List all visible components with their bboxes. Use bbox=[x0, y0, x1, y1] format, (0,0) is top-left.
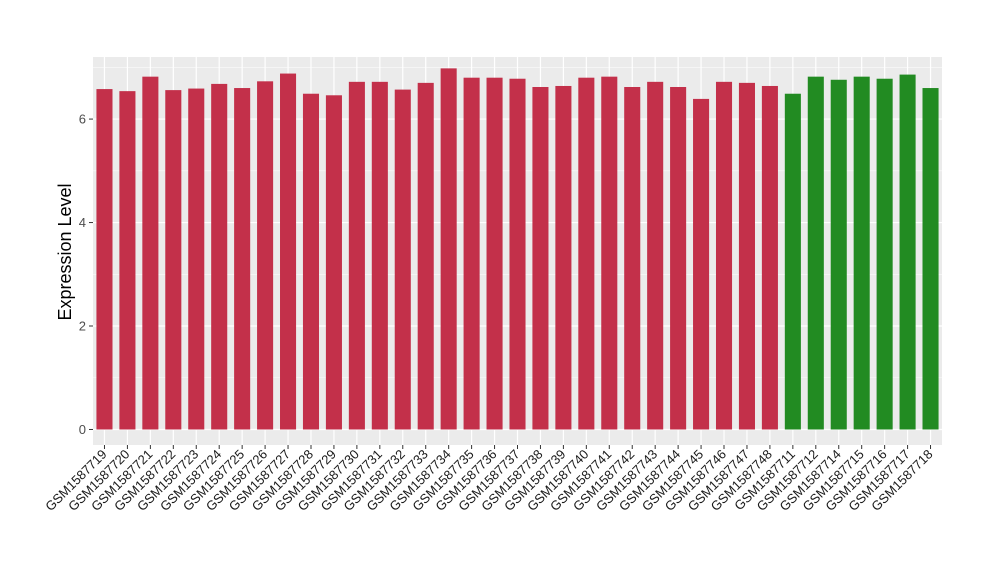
y-tick-label: 2 bbox=[79, 319, 86, 334]
bar-GSM1587742 bbox=[624, 87, 641, 430]
bar-GSM1587714 bbox=[830, 79, 847, 430]
y-axis-label: Expression Level bbox=[55, 183, 75, 320]
y-axis: 0 2 4 6 bbox=[79, 112, 93, 437]
bar-GSM1587746 bbox=[715, 81, 733, 430]
bar-GSM1587726 bbox=[257, 81, 274, 430]
bar-GSM1587731 bbox=[371, 81, 388, 430]
bar-GSM1587730 bbox=[348, 81, 365, 430]
bar-GSM1587725 bbox=[234, 88, 251, 430]
bar-GSM1587712 bbox=[807, 76, 824, 430]
bar-GSM1587729 bbox=[325, 95, 342, 430]
bar-GSM1587721 bbox=[142, 76, 159, 430]
bar-GSM1587736 bbox=[486, 77, 503, 430]
bar-GSM1587711 bbox=[784, 93, 801, 430]
bar-GSM1587716 bbox=[876, 78, 893, 430]
bar-GSM1587745 bbox=[693, 98, 710, 430]
bar-GSM1587740 bbox=[578, 77, 595, 430]
bar-GSM1587727 bbox=[280, 73, 297, 430]
bar-GSM1587724 bbox=[211, 83, 228, 430]
y-tick-label: 0 bbox=[79, 422, 86, 437]
bar-GSM1587733 bbox=[417, 82, 434, 430]
bar-GSM1587732 bbox=[394, 89, 411, 430]
bar-GSM1587734 bbox=[440, 68, 457, 430]
bar-GSM1587741 bbox=[601, 76, 618, 430]
bar-GSM1587723 bbox=[188, 88, 205, 430]
bar-GSM1587748 bbox=[761, 85, 778, 430]
bar-GSM1587720 bbox=[119, 91, 136, 430]
bar-GSM1587722 bbox=[165, 90, 182, 430]
bar-GSM1587744 bbox=[670, 87, 687, 430]
bar-GSM1587728 bbox=[302, 93, 320, 430]
x-axis: GSM1587719GSM1587720GSM1587721GSM1587722… bbox=[42, 445, 936, 514]
bar-GSM1587737 bbox=[509, 78, 526, 430]
bar-GSM1587715 bbox=[853, 76, 870, 430]
bars bbox=[96, 68, 939, 430]
bar-GSM1587738 bbox=[532, 87, 549, 430]
bar-GSM1587747 bbox=[738, 82, 755, 430]
bar-GSM1587719 bbox=[96, 89, 113, 430]
bar-GSM1587717 bbox=[899, 74, 916, 430]
y-tick-label: 4 bbox=[79, 215, 86, 230]
bar-GSM1587718 bbox=[922, 88, 939, 430]
bar-GSM1587739 bbox=[555, 85, 572, 430]
bar-GSM1587743 bbox=[647, 81, 664, 430]
y-tick-label: 6 bbox=[79, 112, 86, 127]
bar-GSM1587735 bbox=[463, 77, 480, 430]
